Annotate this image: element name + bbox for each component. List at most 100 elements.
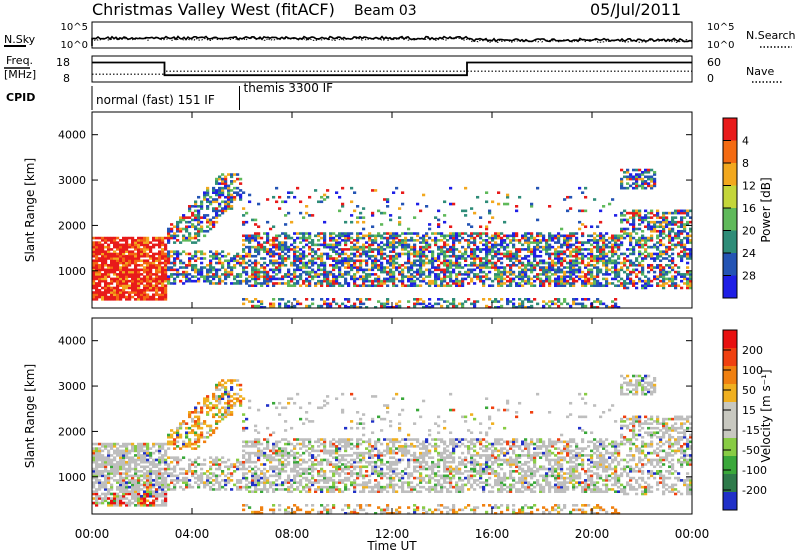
power-cell [389,279,393,283]
power-cell [206,279,210,283]
power-cell [164,295,168,299]
power-cell [626,248,630,251]
power-cell [383,198,387,201]
velocity-cell [131,494,135,498]
power-cell [560,284,564,288]
power-cell [113,286,117,290]
power-cell [278,270,282,274]
power-cell [575,279,579,283]
power-cell [368,275,372,278]
power-cell [578,248,582,251]
velocity-cell [155,488,159,491]
power-cell [242,266,246,269]
power-cell [287,257,291,260]
power-cell [317,282,321,285]
velocity-cell [257,431,261,435]
power-cell [131,241,135,244]
velocity-cell [236,399,240,403]
velocity-cell [197,479,201,482]
power-cell [371,263,375,267]
power-cell [302,254,306,258]
power-cell [140,254,144,258]
power-cell [485,277,489,281]
power-cell [521,257,525,260]
power-cell [122,293,126,297]
power-cell [677,254,681,258]
power-cell [548,239,552,242]
power-cell [623,279,627,283]
power-cell [362,216,366,219]
power-cell [620,243,624,247]
velocity-cell [101,442,105,446]
power-cell [359,211,363,215]
velocity-cell [218,463,222,466]
colorbar-tick-label: 8 [742,157,749,170]
power-cell [257,250,261,253]
power-cell [131,277,135,281]
power-cell [176,257,180,260]
power-cell [293,232,297,235]
power-cell [521,304,525,308]
velocity-cell [191,411,195,414]
power-cell [224,200,228,204]
power-cell [587,279,591,283]
power-cell [218,261,222,265]
power-cell [143,243,147,247]
power-cell [590,234,594,238]
velocity-cell [167,474,171,478]
power-cell [311,250,315,253]
power-cell [242,259,246,263]
power-cell [494,252,498,256]
power-cell [164,252,168,256]
power-cell [389,250,393,253]
power-cell [641,220,645,224]
power-cell [392,236,396,240]
power-cell [296,250,300,253]
velocity-cell [128,442,132,446]
power-cell [224,254,228,258]
power-cell [665,220,669,224]
velocity-cell [188,483,192,487]
velocity-cell [251,479,255,482]
velocity-cell [125,492,129,496]
power-cell [542,236,546,240]
power-cell [197,218,201,222]
power-cell [122,236,126,240]
power-cell [254,245,258,249]
power-cell [359,263,363,267]
power-cell [533,236,537,240]
noise-right-tick-bottom: 10^0 [707,40,734,51]
power-cell [95,291,99,294]
velocity-cell [257,454,261,457]
power-cell [92,261,96,265]
power-cell [125,243,129,247]
power-cell [128,291,132,294]
power-cell [257,234,261,238]
power-cell [176,229,180,233]
power-cell [125,279,129,283]
power-cell [689,209,693,213]
power-cell [371,234,375,238]
power-cell [332,243,336,247]
power-cell [674,223,678,226]
power-cell [194,254,198,258]
power-cell [119,273,123,276]
power-cell [251,268,255,272]
power-cell [374,239,378,242]
power-cell [332,263,336,267]
power-cell [353,261,357,265]
noise-panel: N.Sky 10^5 10^0 10^5 10^0 N.Search [4,21,796,51]
power-cell [227,261,231,265]
velocity-cell [218,401,222,405]
velocity-cell [197,483,201,487]
power-cell [284,200,288,204]
velocity-cell [236,488,240,491]
velocity-cell [191,472,195,475]
power-cell [311,298,315,301]
power-cell [209,250,213,253]
velocity-cell [239,383,243,387]
power-cell [146,293,150,297]
power-cell [170,250,174,253]
power-cell [365,275,369,278]
power-cell [644,248,648,251]
